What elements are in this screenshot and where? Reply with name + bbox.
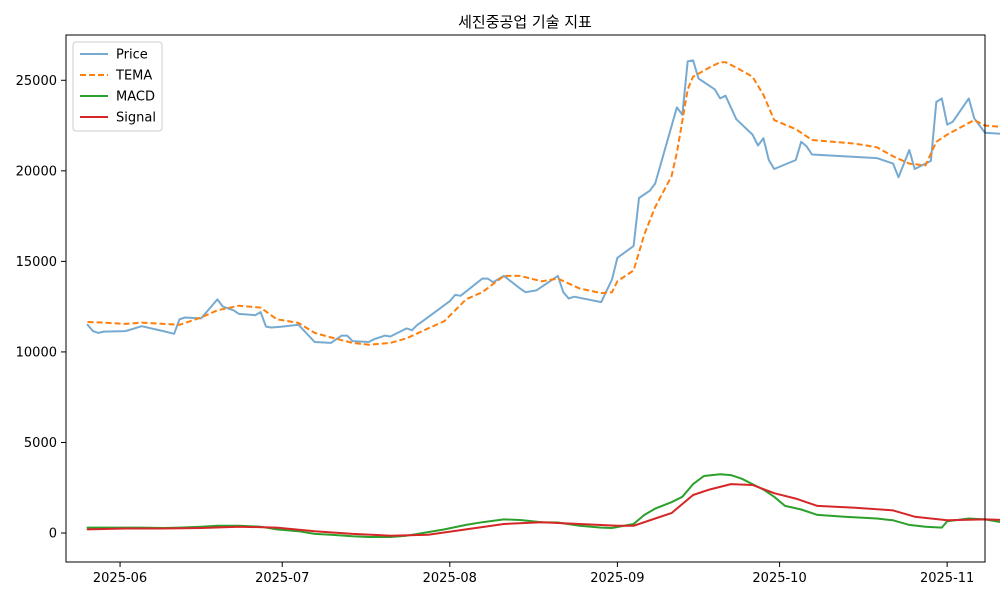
y-axis: 0 5000 10000 15000 20000 25000: [16, 74, 66, 542]
series-line-tema: [87, 61, 1000, 346]
series-line-price: [86, 59, 1000, 344]
x-tick-label: 2025-10: [752, 571, 806, 586]
series-layer: [86, 59, 1000, 538]
x-tick-label: 2025-06: [93, 571, 147, 586]
legend-box: [72, 41, 163, 132]
plot-area: [65, 34, 1000, 563]
legend: Price TEMA MACD Signal: [72, 41, 163, 132]
x-tick-label: 2025-07: [255, 571, 309, 586]
x-tick-label: 2025-08: [423, 571, 477, 586]
legend-label-price: Price: [116, 48, 148, 63]
y-tick-label: 25000: [16, 74, 57, 89]
legend-label-signal: Signal: [116, 111, 156, 126]
y-tick-label: 10000: [16, 345, 57, 360]
x-axis: 2025-06 2025-07 2025-08 2025-09 2025-10 2025-…: [93, 562, 974, 586]
x-tick-label: 2025-09: [590, 571, 644, 586]
y-tick-label: 15000: [16, 255, 57, 270]
y-tick-label: 5000: [24, 436, 57, 451]
x-tick-label: 2025-11: [920, 571, 974, 586]
y-tick-label: 0: [49, 527, 57, 542]
legend-label-macd: MACD: [116, 90, 155, 105]
plot-frame: [65, 34, 986, 563]
chart-title: 세진중공업 기술 지표: [458, 13, 592, 31]
y-tick-label: 20000: [16, 164, 57, 179]
legend-label-tema: TEMA: [115, 69, 152, 84]
series-line-signal: [86, 483, 1000, 537]
